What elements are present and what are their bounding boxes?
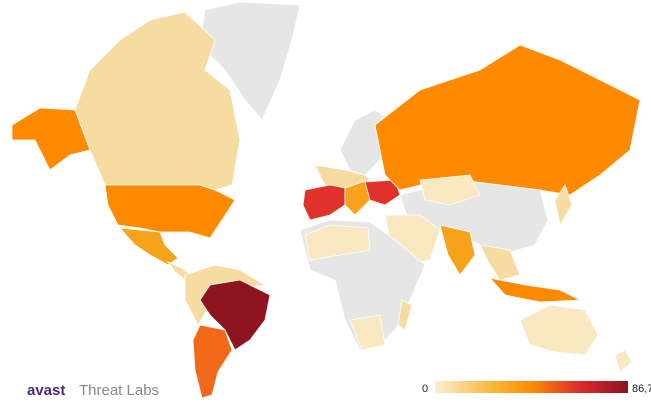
region [192, 324, 233, 399]
region [304, 224, 371, 261]
product-name: Threat Labs [79, 382, 159, 399]
region [199, 1, 301, 121]
region [479, 244, 521, 281]
region [349, 314, 386, 351]
legend: 0 86,796 [422, 381, 651, 395]
region [488, 277, 582, 303]
region [419, 174, 481, 206]
color-scale [435, 381, 628, 393]
region [119, 227, 179, 266]
region [11, 107, 91, 171]
region [614, 349, 633, 373]
region [397, 299, 413, 331]
region [519, 304, 599, 356]
region [439, 224, 476, 276]
region [104, 184, 236, 239]
logo-icon [7, 381, 25, 399]
region [302, 184, 346, 221]
legend-min-label: 0 [422, 383, 428, 395]
legend-max-label: 86,796 [632, 383, 651, 395]
region [199, 279, 271, 351]
logo-text: avast [27, 382, 65, 399]
brand: avast Threat Labs [7, 381, 159, 399]
region [374, 44, 641, 196]
map [11, 1, 641, 399]
region [344, 179, 371, 216]
region [554, 184, 573, 227]
